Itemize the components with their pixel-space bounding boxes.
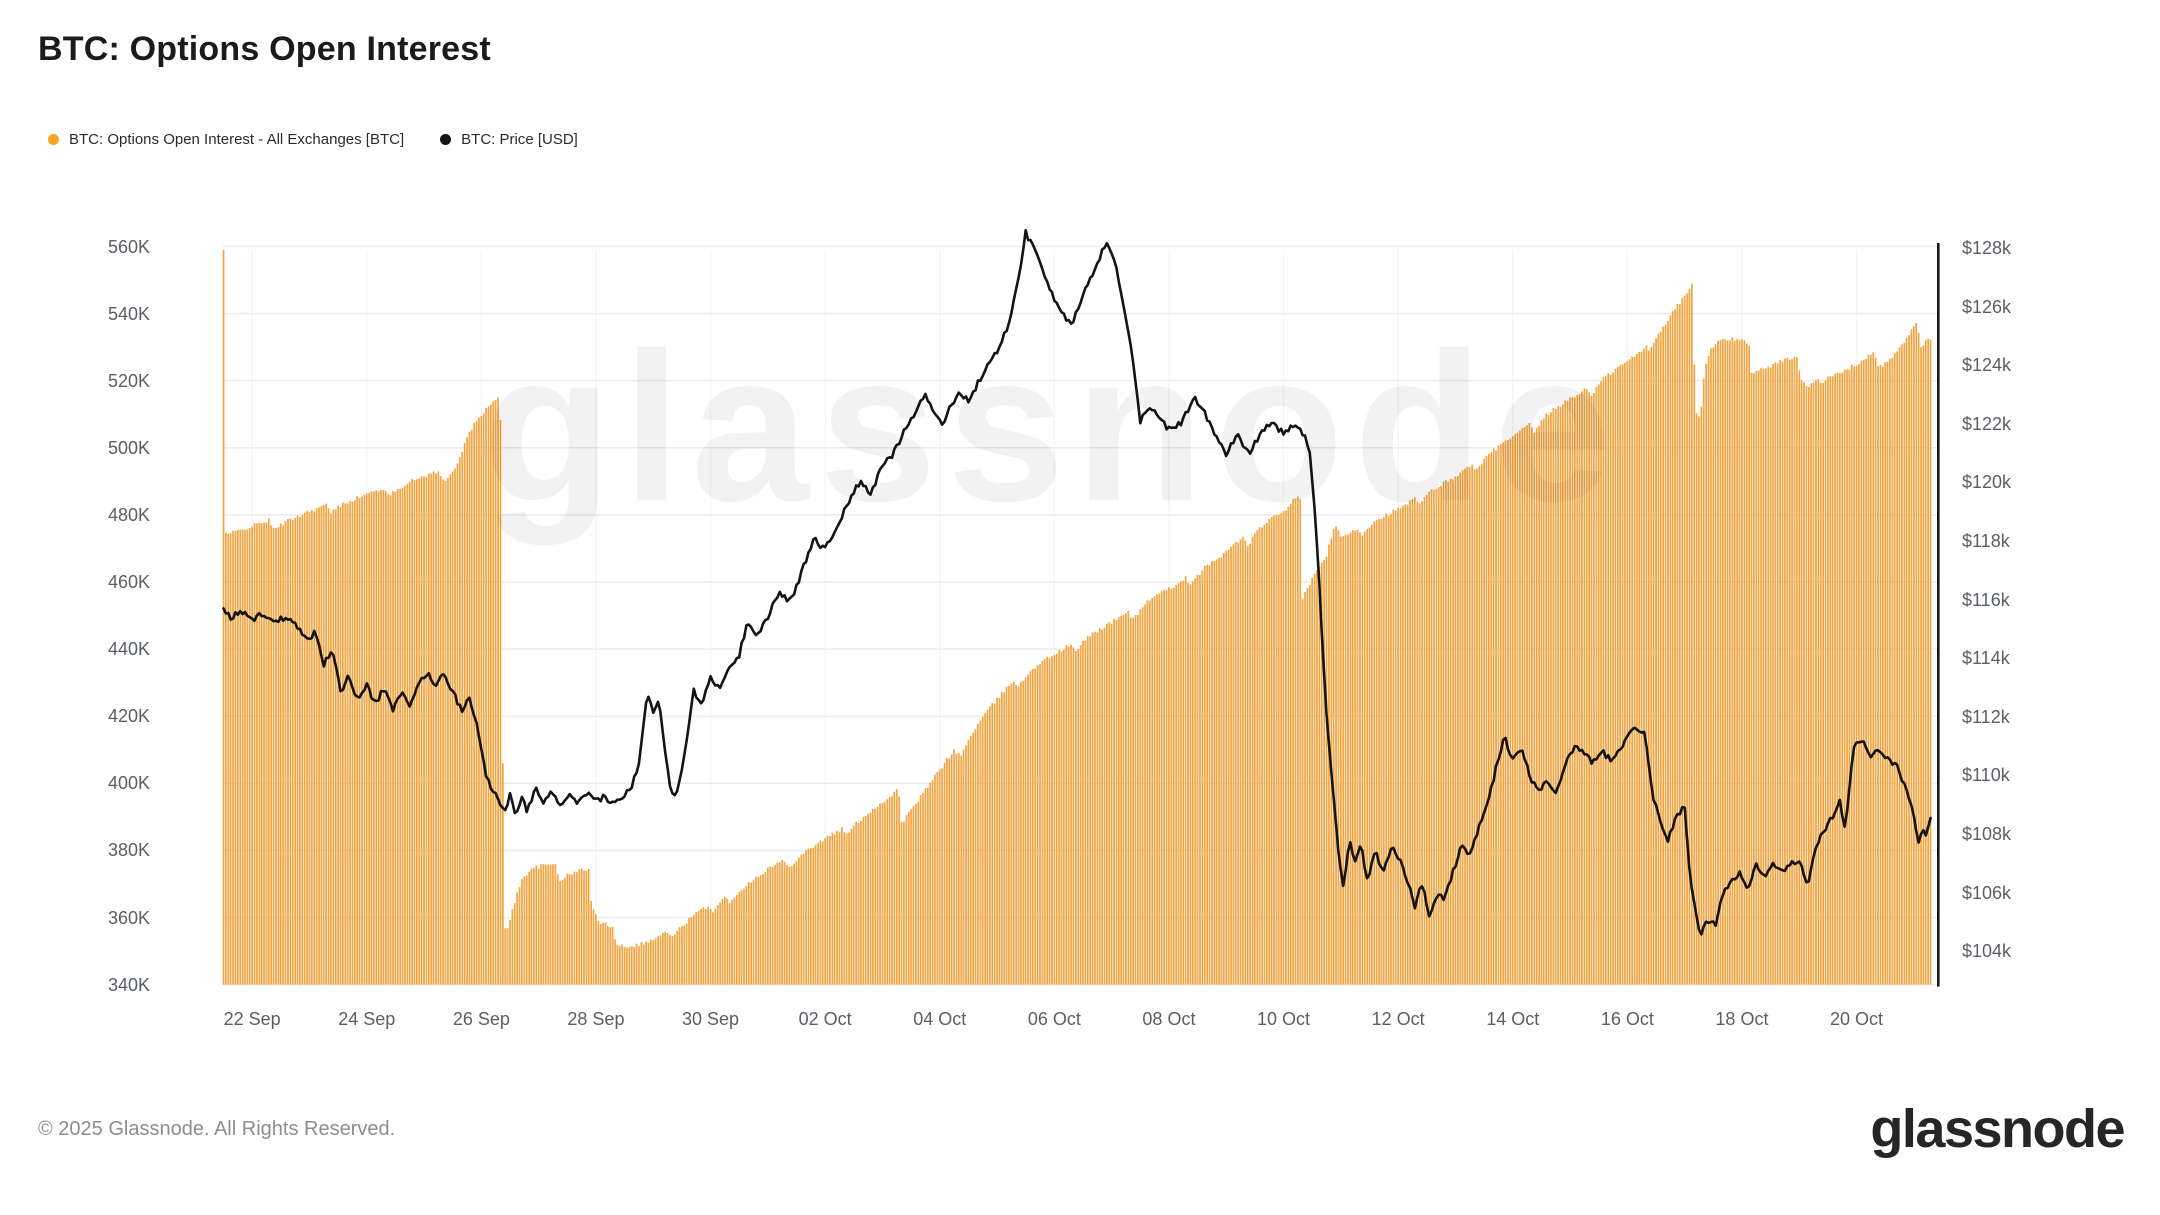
x-tick-label: 20 Oct [1830, 1009, 1884, 1029]
page-title: BTC: Options Open Interest [38, 30, 491, 68]
y-left-tick-label: 440K [107, 639, 150, 660]
y-left-tick-label: 500K [107, 437, 150, 458]
x-tick-label: 22 Sep [223, 1009, 281, 1029]
open-interest-series-label: BTC: Options Open Interest - All Exchang… [69, 131, 405, 148]
x-tick-label: 30 Sep [682, 1009, 740, 1029]
x-tick-label: 12 Oct [1371, 1009, 1425, 1029]
x-tick-label: 24 Sep [338, 1009, 396, 1029]
x-tick-label: 02 Oct [798, 1009, 852, 1029]
x-tick-label: 18 Oct [1715, 1009, 1769, 1029]
copyright-text: © 2025 Glassnode. All Rights Reserved. [38, 1118, 396, 1140]
y-right-tick-label: $122k [1962, 413, 2012, 434]
x-tick-label: 28 Sep [567, 1009, 625, 1029]
open-interest-series-dot-icon [48, 134, 59, 145]
y-left-tick-label: 520K [107, 370, 150, 391]
glassnode-logo: glassnode [1870, 1099, 2125, 1159]
y-right-tick-label: $128k [1962, 238, 2012, 258]
y-right-tick-label: $124k [1962, 355, 2012, 376]
x-tick-label: 16 Oct [1600, 1009, 1654, 1029]
y-right-tick-label: $120k [1962, 472, 2012, 493]
legend-item-price[interactable]: BTC: Price [USD] [440, 131, 578, 148]
y-right-tick-label: $110k [1962, 765, 2010, 786]
y-right-tick-label: $106k [1962, 882, 2012, 903]
x-tick-label: 04 Oct [913, 1009, 967, 1029]
y-right-tick-label: $112k [1962, 706, 2010, 727]
legend: BTC: Options Open Interest - All Exchang… [48, 131, 578, 148]
y-right-tick-label: $126k [1962, 296, 2012, 317]
y-left-tick-label: 540K [107, 303, 150, 324]
legend-item-open-interest[interactable]: BTC: Options Open Interest - All Exchang… [48, 131, 404, 148]
price-series-dot-icon [440, 134, 452, 145]
x-tick-label: 08 Oct [1142, 1009, 1196, 1029]
x-tick-label: 26 Sep [452, 1009, 510, 1029]
y-right-tick-label: $116k [1962, 589, 2010, 610]
y-left-tick-label: 380K [107, 840, 150, 861]
y-right-tick-label: $104k [1962, 941, 2012, 962]
y-left-tick-label: 460K [107, 572, 150, 592]
y-right-tick-label: $108k [1962, 824, 2012, 844]
x-tick-label: 10 Oct [1257, 1009, 1311, 1029]
y-left-tick-label: 560K [107, 236, 150, 257]
y-left-tick-label: 400K [107, 773, 150, 794]
y-left-tick-label: 420K [107, 706, 150, 727]
y-right-tick-label: $118k [1962, 531, 2010, 551]
y-left-tick-label: 340K [107, 974, 150, 995]
y-left-tick-label: 480K [107, 504, 150, 525]
x-tick-label: 14 Oct [1486, 1009, 1540, 1029]
price-series-label: BTC: Price [USD] [461, 131, 578, 148]
y-right-tick-label: $114k [1962, 648, 2010, 669]
x-tick-label: 06 Oct [1027, 1009, 1081, 1029]
y-left-tick-label: 360K [107, 907, 150, 928]
